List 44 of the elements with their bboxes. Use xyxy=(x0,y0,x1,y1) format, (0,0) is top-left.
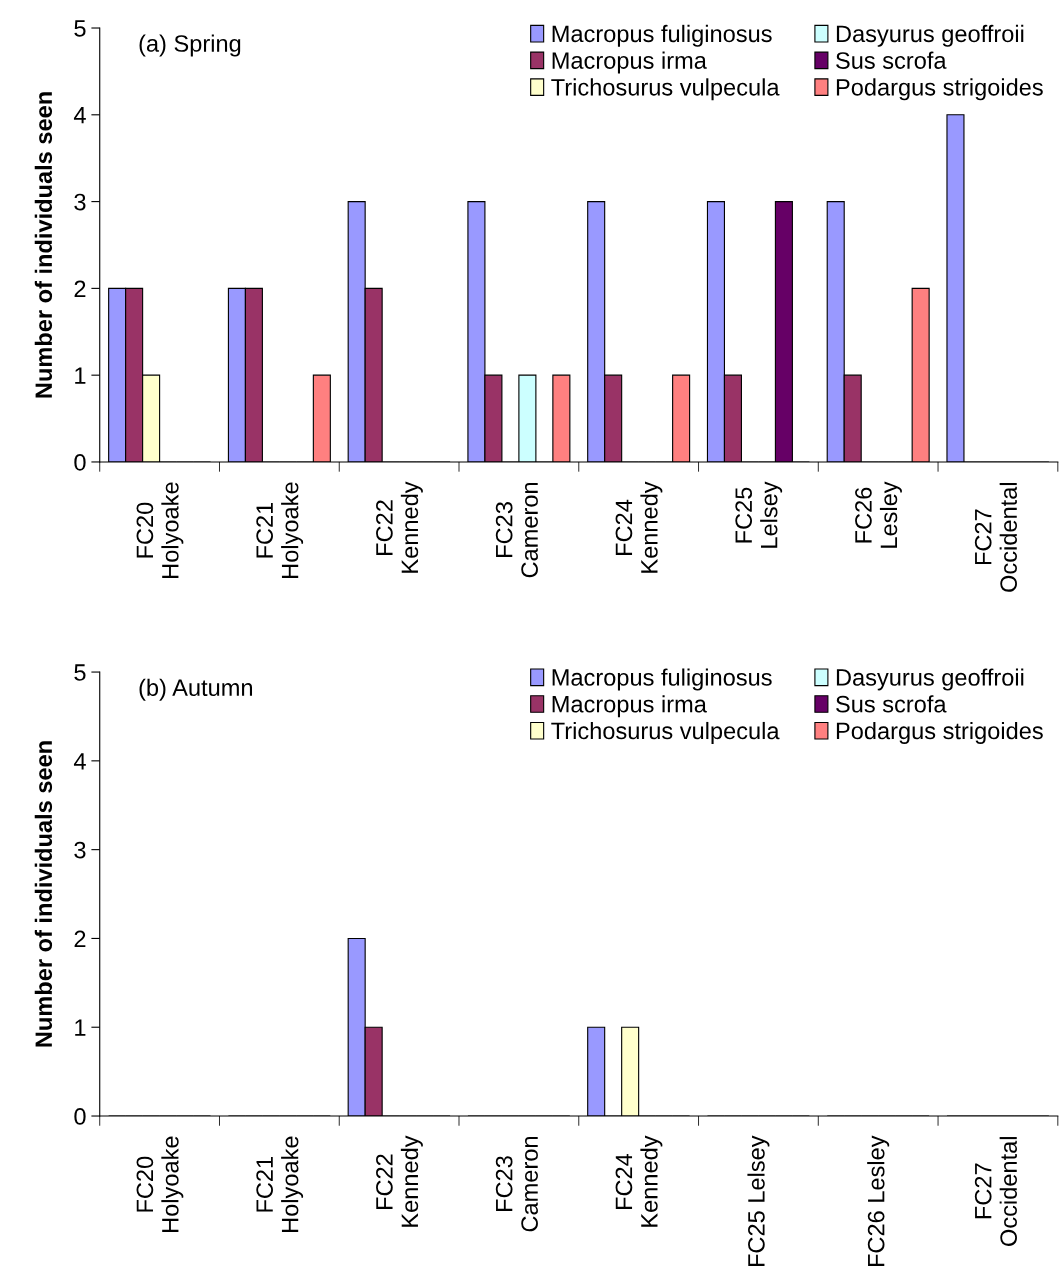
x-tick-label: FC23 Cameron xyxy=(495,1136,538,1232)
legend-label: Dasyurus geoffroii xyxy=(836,668,1024,691)
x-tick-label: FC22 Kennedy xyxy=(376,481,423,573)
legend-label: Podargus strigoides xyxy=(836,78,1043,101)
x-tick-label: FC22 Kennedy xyxy=(376,1135,423,1227)
x-tick-label: FC21 Holyoake xyxy=(256,482,304,578)
y-tick-label: 4 xyxy=(73,107,86,124)
y-tick-label: 3 xyxy=(74,193,86,211)
x-tick-label: FC24 Kennedy xyxy=(615,1135,663,1227)
y-tick-label: 1 xyxy=(75,1019,86,1036)
x-tick-label: FC27 Occidental xyxy=(974,1137,1017,1246)
y-tick-label: 3 xyxy=(74,841,86,859)
legend-label: Podargus strigoides xyxy=(836,721,1043,744)
y-axis-title: Number of individuals seen xyxy=(34,92,53,398)
y-tick-label: 2 xyxy=(74,280,86,297)
y-tick-label: 5 xyxy=(74,20,86,37)
x-tick-label: FC27 Occidental xyxy=(974,482,1017,592)
x-tick-label: FC21 Holyoake xyxy=(256,1136,304,1232)
y-tick-label: 2 xyxy=(74,930,86,947)
legend-label: Macropus fuliginosus xyxy=(552,668,772,691)
x-tick-label: FC25 Lelsey xyxy=(735,481,783,548)
chart-title: (a) Spring xyxy=(139,34,241,57)
y-tick-label: 0 xyxy=(74,454,86,471)
legend-label: Sus scrofa xyxy=(836,695,947,713)
legend-label: Macropus irma xyxy=(552,695,707,718)
y-axis-title: Number of individuals seen xyxy=(34,741,53,1047)
x-tick-label: FC26 Lesley xyxy=(867,1135,890,1267)
legend-label: Trichosurus vulpecula xyxy=(551,78,780,101)
x-tick-label: FC20 Holyoake xyxy=(136,1136,184,1232)
x-tick-label: FC26 Lesley xyxy=(855,481,902,548)
x-tick-label: FC23 Cameron xyxy=(495,482,538,578)
legend-label: Sus scrofa xyxy=(836,51,947,69)
legend-label: Macropus fuliginosus xyxy=(552,24,772,47)
y-tick-label: 1 xyxy=(75,367,86,384)
legend-label: Dasyurus geoffroii xyxy=(836,24,1024,47)
x-tick-label: FC25 Lelsey xyxy=(747,1135,770,1267)
y-tick-label: 4 xyxy=(73,753,86,770)
legend-label: Trichosurus vulpecula xyxy=(551,721,780,744)
y-tick-label: 5 xyxy=(74,664,86,681)
x-tick-label: FC24 Kennedy xyxy=(615,481,663,573)
x-tick-label: FC20 Holyoake xyxy=(136,482,184,578)
legend-label: Macropus irma xyxy=(552,51,707,74)
chart-title: (b) Autumn xyxy=(139,678,253,701)
y-tick-label: 0 xyxy=(74,1108,86,1125)
